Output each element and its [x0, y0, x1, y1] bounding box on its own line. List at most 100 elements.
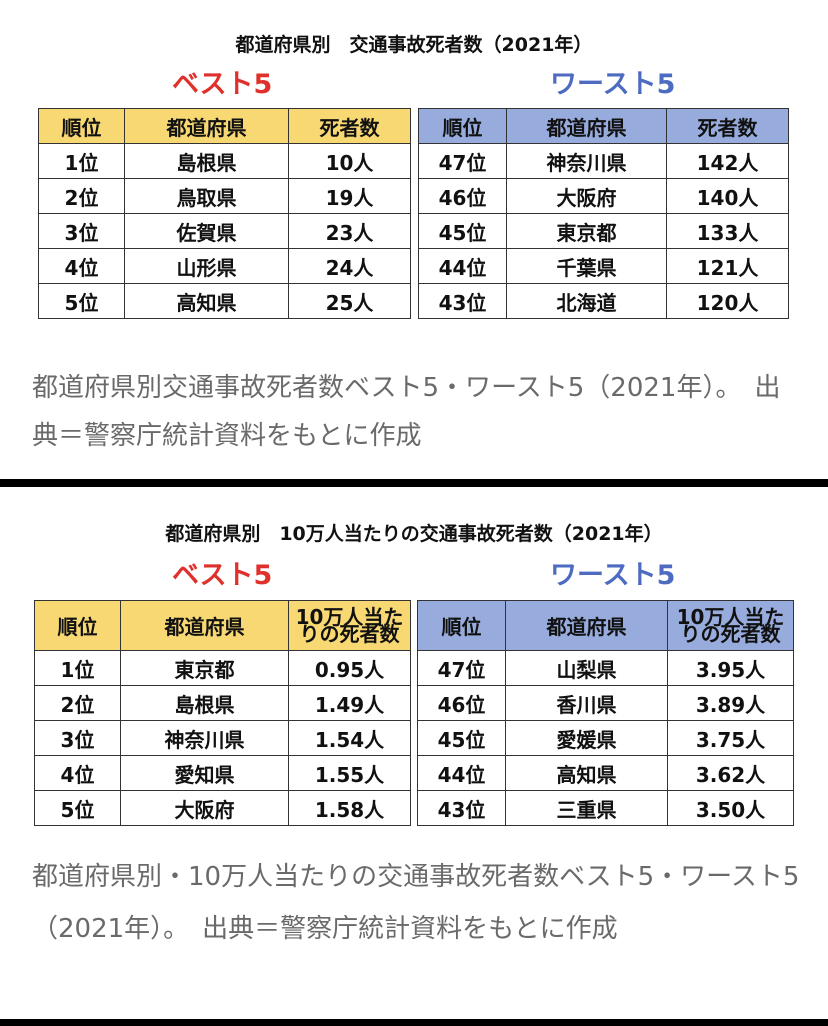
prefecture-cell: 北海道 — [506, 283, 667, 319]
header-cell: 順位 — [38, 108, 125, 144]
value-cell: 133人 — [666, 213, 789, 249]
image-caption: 都道府県別交通事故死者数ベスト5・ワースト5（2021年）。 出典＝警察庁統計資… — [32, 373, 781, 451]
rank-cell: 1位 — [38, 143, 125, 179]
table-header-row: 順位 都道府県 10万人当たりの死者数 — [417, 600, 794, 651]
value-cell: 121人 — [666, 248, 789, 284]
rank-cell: 4位 — [34, 755, 121, 791]
rank-cell: 3位 — [34, 720, 121, 756]
rank-cell: 5位 — [34, 790, 121, 826]
prefecture-cell: 山形県 — [124, 248, 289, 284]
header-cell: 順位 — [34, 600, 121, 651]
rank-cell: 45位 — [417, 720, 506, 756]
prefecture-cell: 東京都 — [506, 213, 667, 249]
panel-title: 都道府県別 10万人当たりの交通事故死者数（2021年） — [165, 523, 663, 545]
rank-cell: 47位 — [418, 143, 507, 179]
rank-cell: 2位 — [38, 178, 125, 214]
table-row: 44位 千葉県 121人 — [418, 248, 789, 284]
prefecture-cell: 香川県 — [505, 685, 668, 721]
prefecture-cell: 神奈川県 — [506, 143, 667, 179]
table-row: 4位 愛知県 1.55人 — [34, 755, 411, 791]
worst-table: 順位 都道府県 10万人当たりの死者数 47位 山梨県 3.95人 46位 香川… — [417, 600, 794, 826]
table-header-row: 順位 都道府県 死者数 — [38, 108, 411, 144]
prefecture-cell: 鳥取県 — [124, 178, 289, 214]
image-caption: 都道府県別・10万人当たりの交通事故死者数ベスト5・ワースト5（2021年）。 … — [32, 862, 800, 944]
value-cell: 1.54人 — [288, 720, 411, 756]
table-row: 46位 大阪府 140人 — [418, 178, 789, 214]
value-cell: 120人 — [666, 283, 789, 319]
panel-title: 都道府県別 交通事故死者数（2021年） — [235, 34, 593, 56]
header-cell: 10万人当たりの死者数 — [667, 600, 794, 651]
header-cell: 都道府県 — [120, 600, 289, 651]
table-row: 3位 佐賀県 23人 — [38, 213, 411, 249]
prefecture-cell: 島根県 — [124, 143, 289, 179]
prefecture-cell: 三重県 — [505, 790, 668, 826]
header-cell: 順位 — [417, 600, 506, 651]
table-row: 47位 神奈川県 142人 — [418, 143, 789, 179]
value-cell: 0.95人 — [288, 650, 411, 686]
header-cell: 都道府県 — [506, 108, 667, 144]
best-label: ベスト5 — [172, 69, 273, 100]
header-cell: 死者数 — [288, 108, 411, 144]
rank-cell: 46位 — [418, 178, 507, 214]
table-row: 3位 神奈川県 1.54人 — [34, 720, 411, 756]
value-cell: 3.50人 — [667, 790, 794, 826]
value-cell: 3.89人 — [667, 685, 794, 721]
table-row: 47位 山梨県 3.95人 — [417, 650, 794, 686]
table-row: 1位 島根県 10人 — [38, 143, 411, 179]
prefecture-cell: 島根県 — [120, 685, 289, 721]
table-header-row: 順位 都道府県 死者数 — [418, 108, 789, 144]
prefecture-cell: 東京都 — [120, 650, 289, 686]
value-cell: 10人 — [288, 143, 411, 179]
prefecture-cell: 愛知県 — [120, 755, 289, 791]
value-cell: 142人 — [666, 143, 789, 179]
rank-cell: 3位 — [38, 213, 125, 249]
table-row: 46位 香川県 3.89人 — [417, 685, 794, 721]
table-row: 5位 高知県 25人 — [38, 283, 411, 319]
value-cell: 3.75人 — [667, 720, 794, 756]
table-row: 2位 島根県 1.49人 — [34, 685, 411, 721]
table-row: 2位 鳥取県 19人 — [38, 178, 411, 214]
prefecture-cell: 愛媛県 — [505, 720, 668, 756]
rank-cell: 1位 — [34, 650, 121, 686]
value-cell: 140人 — [666, 178, 789, 214]
rank-cell: 5位 — [38, 283, 125, 319]
value-cell: 24人 — [288, 248, 411, 284]
worst-label: ワースト5 — [550, 560, 676, 591]
table-row: 44位 高知県 3.62人 — [417, 755, 794, 791]
prefecture-cell: 山梨県 — [505, 650, 668, 686]
table-row: 4位 山形県 24人 — [38, 248, 411, 284]
value-cell: 1.58人 — [288, 790, 411, 826]
header-cell: 順位 — [418, 108, 507, 144]
value-cell: 19人 — [288, 178, 411, 214]
table-row: 43位 北海道 120人 — [418, 283, 789, 319]
value-cell: 25人 — [288, 283, 411, 319]
rank-cell: 45位 — [418, 213, 507, 249]
header-cell: 死者数 — [666, 108, 789, 144]
header-cell: 都道府県 — [505, 600, 668, 651]
table-row: 1位 東京都 0.95人 — [34, 650, 411, 686]
worst-label: ワースト5 — [550, 69, 676, 100]
rank-cell: 44位 — [417, 755, 506, 791]
image-panel-2: 都道府県別 10万人当たりの交通事故死者数（2021年） ベスト5 ワースト5 … — [0, 487, 828, 1019]
rank-cell: 43位 — [418, 283, 507, 319]
value-cell: 1.49人 — [288, 685, 411, 721]
rank-cell: 4位 — [38, 248, 125, 284]
best-table: 順位 都道府県 10万人当たりの死者数 1位 東京都 0.95人 2位 島根県 … — [34, 600, 411, 826]
worst-table: 順位 都道府県 死者数 47位 神奈川県 142人 46位 大阪府 140人 4… — [418, 108, 789, 319]
prefecture-cell: 千葉県 — [506, 248, 667, 284]
table-row: 45位 東京都 133人 — [418, 213, 789, 249]
value-cell: 3.62人 — [667, 755, 794, 791]
table-row: 43位 三重県 3.50人 — [417, 790, 794, 826]
rank-cell: 44位 — [418, 248, 507, 284]
value-cell: 1.55人 — [288, 755, 411, 791]
value-cell: 3.95人 — [667, 650, 794, 686]
header-cell: 10万人当たりの死者数 — [288, 600, 411, 651]
best-label: ベスト5 — [172, 560, 273, 591]
table-row: 45位 愛媛県 3.75人 — [417, 720, 794, 756]
rank-cell: 2位 — [34, 685, 121, 721]
table-row: 5位 大阪府 1.58人 — [34, 790, 411, 826]
image-panel-1: 都道府県別 交通事故死者数（2021年） ベスト5 ワースト5 順位 都道府県 … — [0, 0, 828, 479]
header-cell: 都道府県 — [124, 108, 289, 144]
prefecture-cell: 佐賀県 — [124, 213, 289, 249]
prefecture-cell: 高知県 — [124, 283, 289, 319]
